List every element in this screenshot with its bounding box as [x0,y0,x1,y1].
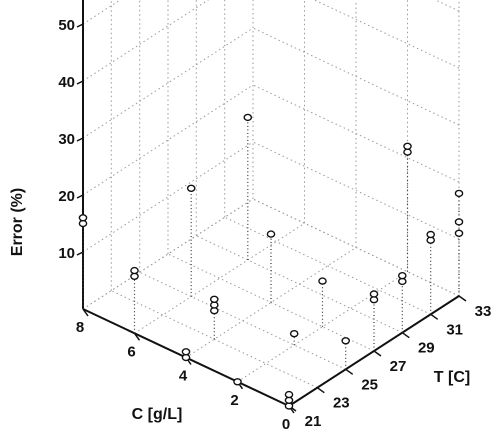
t-tick-label: 29 [418,340,435,357]
t-axis-tick [401,332,410,339]
data-point [454,229,464,238]
data-point [243,113,253,122]
data-point [284,390,294,399]
y-axis-label: T [C] [434,369,470,386]
wall-grid-line [252,27,460,126]
floor-grid-line [224,216,431,315]
error-axis-tick [76,23,84,28]
error-axis-tick [76,194,84,199]
wall-grid-line [82,0,122,25]
floor-grid-line [196,235,403,334]
error-axis-tick [76,80,84,85]
data-point [318,277,327,285]
data-point [78,214,88,222]
t-tick-label: 27 [390,358,407,375]
wall-grid-line [252,141,460,240]
data-point [233,378,242,386]
error-tick-label: 40 [58,74,75,91]
data-point [454,189,464,198]
c-tick-label: 6 [127,343,135,360]
c-tick-label: 0 [282,416,290,433]
t-axis-tick [373,350,382,357]
data-point [403,142,412,151]
t-tick-label: 23 [333,395,350,412]
z-axis-label: Error (%) [9,188,26,256]
data-point [289,330,299,338]
wall-grid-line [434,0,460,12]
axis-labels: Error (%) C [g/L] T [C] 0 2 4 6 8 21 23 25 27 29 3… [9,17,491,433]
grid-lines [82,0,460,407]
t-axis-tick [458,295,467,302]
data-point [181,348,191,356]
data-points [78,113,464,410]
t-axis-tick [430,313,439,320]
c-tick-label: 8 [76,319,84,336]
data-point [130,266,139,275]
data-point [454,218,464,226]
data-point [209,295,219,303]
floor-grid-line [139,271,346,370]
data-point [266,230,276,238]
error-tick-label: 10 [58,245,75,262]
data-point [341,337,351,345]
error-axis-tick [76,251,84,256]
error-tick-label: 50 [58,17,75,34]
wall-grid-line [313,0,460,69]
t-axis-tick [345,368,354,375]
c-tick-label: 2 [230,392,238,409]
wall-grid-line [252,84,460,183]
data-point [186,184,196,193]
x-axis-label: C [g/L] [132,406,183,423]
t-tick-label: 21 [305,413,322,430]
wall-grid-line [252,198,460,297]
data-point [369,290,379,298]
data-point [397,272,407,280]
error-tick-label: 20 [58,188,75,205]
t-axis-tick [316,387,325,394]
error-tick-label: 30 [58,131,75,148]
c-axis-tick [133,332,141,341]
t-tick-label: 25 [361,376,378,393]
t-tick-label: 31 [446,321,463,338]
floor-grid-line [134,222,305,334]
data-point [426,230,436,239]
error-axis-tick [76,137,84,142]
t-tick-label: 33 [475,303,491,320]
c-tick-label: 4 [179,368,188,385]
c-axis-tick [82,308,89,317]
